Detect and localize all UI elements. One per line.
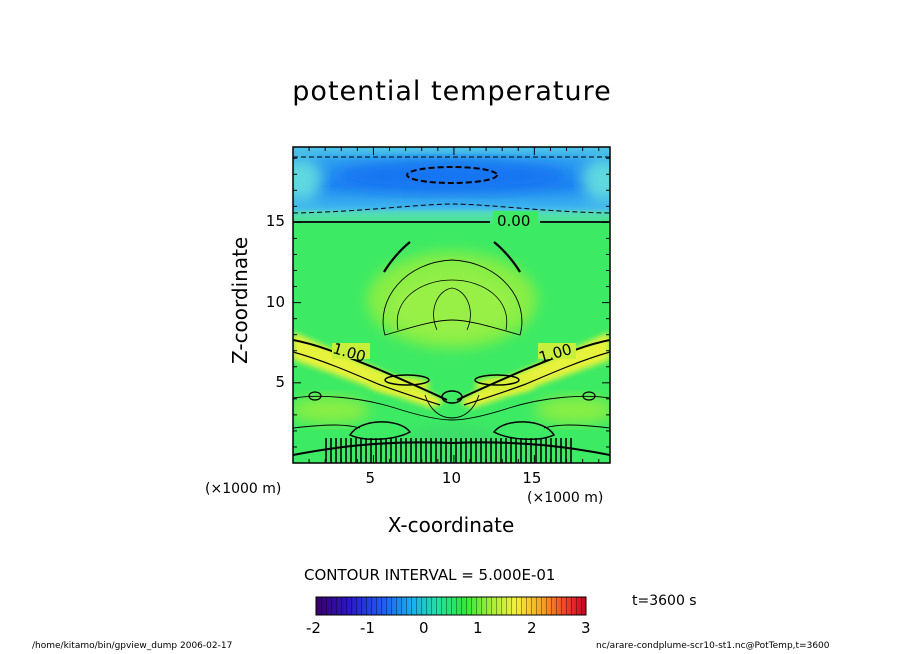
colorbar-stripe <box>356 597 357 615</box>
colorbar-stripe <box>516 597 517 615</box>
contour-label-bg <box>538 343 576 359</box>
colorbar-stripe <box>501 597 502 615</box>
y-tick-label: 5 <box>275 372 285 391</box>
colorbar-stripe <box>456 597 457 615</box>
x-tick-label: 15 <box>522 469 542 487</box>
colorbar-stripe <box>566 597 567 615</box>
chart-title: potential temperature <box>292 76 612 107</box>
y-tick-label: 10 <box>265 292 285 311</box>
contour-label-bg <box>332 343 370 359</box>
x-tick-label: 5 <box>365 469 375 487</box>
colorbar-stripe <box>426 597 427 615</box>
colorbar-stripe <box>396 597 397 615</box>
colorbar-stripe <box>361 597 362 615</box>
colorbar-stripe <box>406 597 407 615</box>
colorbar-stripe <box>556 597 557 615</box>
colorbar-stripe <box>461 597 462 615</box>
colorbar-stripe <box>376 597 377 615</box>
heatmap-field <box>293 147 610 463</box>
colorbar-stripe <box>546 597 547 615</box>
colorbar-stripe <box>491 597 492 615</box>
colorbar-stripe <box>401 597 402 615</box>
colorbar-stripe <box>446 597 447 615</box>
colorbar-stripe <box>481 597 482 615</box>
contour-label-bg <box>493 211 538 229</box>
colorbar-stripe <box>581 597 582 615</box>
colorbar-stripe <box>476 597 477 615</box>
colorbar-stripe <box>336 597 337 615</box>
colorbar-stripe <box>561 597 562 615</box>
colorbar-stripe <box>371 597 372 615</box>
colorbar-stripe <box>346 597 347 615</box>
time-label: t=3600 s <box>632 593 697 609</box>
colorbar-stripe <box>381 597 382 615</box>
colorbar-tick-label: -2 <box>306 619 321 637</box>
colorbar-frame <box>315 596 587 616</box>
colorbar-stripe <box>506 597 507 615</box>
colorbar-stripe <box>331 597 332 615</box>
x-tick-label: 10 <box>441 469 461 487</box>
x-axis-label: X-coordinate <box>387 513 515 537</box>
y-axis-label: Z-coordinate <box>228 236 252 364</box>
y-tick-label: 15 <box>265 212 285 231</box>
colorbar-tick-label: 1 <box>473 619 483 637</box>
colorbar-stripe <box>351 597 352 615</box>
colorbar-stripe <box>436 597 437 615</box>
footer-right: nc/arare-condplume-scr10-st1.nc@PotTemp,… <box>596 641 830 651</box>
colorbar-stripe <box>366 597 367 615</box>
colorbar-stripe <box>341 597 342 615</box>
colorbar-tick-label: 3 <box>581 619 591 637</box>
footer-left: /home/kitamo/bin/gpview_dump 2006-02-17 <box>32 641 233 651</box>
colorbar-stripe <box>496 597 497 615</box>
colorbar-stripe <box>441 597 442 615</box>
colorbar-stripes <box>321 597 582 615</box>
contour-label-zero: 0.00 <box>497 212 530 230</box>
colorbar-stripe <box>526 597 527 615</box>
colorbar-stripe <box>431 597 432 615</box>
colorbar-tick-label: 2 <box>527 619 537 637</box>
colorbar-stripe <box>541 597 542 615</box>
colorbar-tick-label: -1 <box>360 619 375 637</box>
x-unit-label: (×1000 m) <box>527 490 604 506</box>
colorbar-stripe <box>411 597 412 615</box>
colorbar-stripe <box>536 597 537 615</box>
colorbar-stripe <box>571 597 572 615</box>
colorbar-tick-label: 0 <box>419 619 429 637</box>
colorbar-stripe <box>391 597 392 615</box>
colorbar-stripe <box>451 597 452 615</box>
colorbar-stripe <box>531 597 532 615</box>
contour-lines <box>293 156 610 456</box>
axis-ticks <box>293 147 610 463</box>
colorbar-stripe <box>416 597 417 615</box>
colorbar-stripe <box>521 597 522 615</box>
colorbar-stripe <box>551 597 552 615</box>
plot-frame <box>292 146 611 464</box>
colorbar-stripe <box>486 597 487 615</box>
colorbar-stripe <box>326 597 327 615</box>
colorbar-stripe <box>386 597 387 615</box>
contour-interval-text: CONTOUR INTERVAL = 5.000E-01 <box>304 566 556 584</box>
z-unit-label: (×1000 m) <box>205 481 282 497</box>
colorbar <box>316 597 586 615</box>
colorbar-stripe <box>471 597 472 615</box>
colorbar-stripe <box>511 597 512 615</box>
colorbar-stripe <box>576 597 577 615</box>
colorbar-stripe <box>321 597 322 615</box>
colorbar-stripe <box>421 597 422 615</box>
colorbar-stripe <box>466 597 467 615</box>
